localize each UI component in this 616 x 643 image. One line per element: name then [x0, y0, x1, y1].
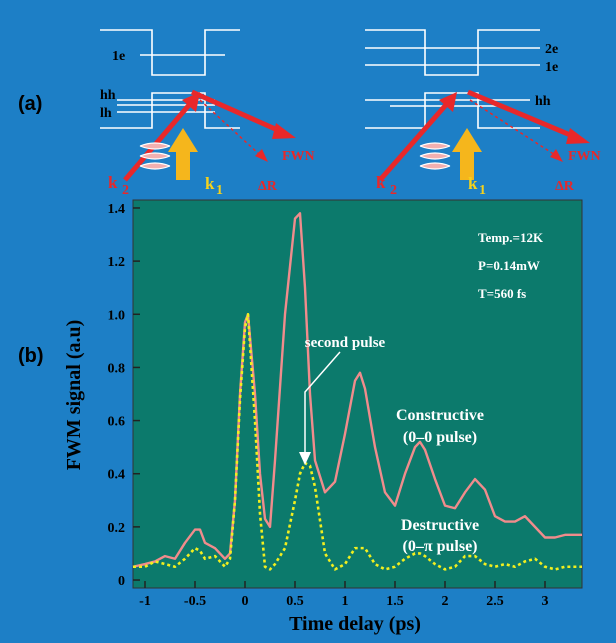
diagram-label: ΔR — [555, 179, 575, 194]
diagram-label: k — [376, 173, 386, 192]
annotation: (0–π pulse) — [403, 538, 478, 555]
diagram-label: hh — [535, 94, 551, 109]
x-tick-label: 2 — [442, 594, 449, 609]
diagram-label: ΔR — [258, 179, 278, 194]
y-tick-label: 0.8 — [108, 361, 126, 376]
x-tick-label: 1.5 — [386, 594, 404, 609]
arrow-k2 — [378, 96, 454, 182]
arrowhead — [439, 92, 457, 112]
y-tick-label: 0.6 — [108, 415, 126, 430]
panel-label: (b) — [18, 345, 44, 367]
annotation: (0–0 pulse) — [403, 429, 477, 446]
x-tick-label: -1 — [139, 594, 151, 609]
x-tick-label: 0 — [242, 594, 249, 609]
diagram-label: 1e — [545, 60, 558, 75]
plot-area — [132, 199, 583, 589]
annotation: Destructive — [401, 517, 479, 534]
y-tick-label: 0 — [118, 574, 125, 589]
annotation: Constructive — [396, 407, 484, 424]
annotation: second pulse — [305, 335, 386, 351]
diagram-label: 1 — [216, 183, 223, 198]
arrowhead — [255, 149, 268, 162]
diagram-label: hh — [100, 88, 116, 103]
arrowhead — [182, 92, 200, 112]
conduction-band — [365, 29, 540, 76]
diagram-label: FWN — [282, 149, 315, 164]
diagram-label: k — [205, 174, 215, 193]
diagram-label: 2e — [545, 42, 558, 57]
annotation: Temp.=12K — [478, 230, 544, 245]
arrowhead — [550, 149, 563, 162]
valence-band — [365, 92, 540, 129]
series-line — [133, 312, 582, 571]
x-tick-label: 0.5 — [286, 594, 304, 609]
diagram-label: 2 — [390, 183, 397, 198]
arrow-dr — [199, 99, 261, 156]
panel-label: (a) — [18, 93, 42, 115]
y-tick-label: 1.2 — [108, 255, 126, 270]
diagram-label: lh — [100, 106, 112, 121]
y-axis-label: FWM signal (a.u) — [63, 320, 85, 471]
arrowhead — [566, 128, 590, 144]
annotation-arrow — [304, 351, 341, 455]
arrow-k1 — [168, 128, 198, 180]
diagram-label: FWN — [568, 149, 601, 164]
valence-band — [100, 92, 240, 129]
diagram-label: 1 — [479, 183, 486, 198]
x-tick-label: 3 — [542, 594, 549, 609]
conduction-band — [100, 29, 240, 76]
y-tick-label: 1.0 — [108, 308, 126, 323]
pulses — [139, 142, 171, 170]
diagram-label: k — [108, 173, 118, 192]
annotation: T=560 fs — [478, 286, 526, 301]
annotation: P=0.14mW — [478, 258, 540, 273]
pulses — [419, 142, 451, 170]
series-line — [132, 212, 582, 568]
y-tick-label: 1.4 — [108, 202, 126, 217]
x-tick-label: 1 — [342, 594, 349, 609]
x-tick-label: -0.5 — [184, 594, 206, 609]
arrow-k1 — [452, 128, 482, 180]
arrow-k2 — [123, 96, 197, 182]
y-tick-label: 0.2 — [108, 521, 126, 536]
x-tick-label: 2.5 — [486, 594, 504, 609]
plot: 0 0.2 0.4 0.6 0.8 1.0 1.2 1.4 -1 -0.5 0 0.5 1 1.5 2 2.5… — [108, 202, 582, 609]
arrow-fwn — [190, 89, 284, 135]
arrow-dr — [469, 99, 556, 156]
arrow-fwn — [467, 89, 576, 140]
diagram-label: k — [468, 174, 478, 193]
diagram-label: 2 — [122, 183, 129, 198]
y-tick-label: 0.4 — [108, 468, 126, 483]
arrowhead — [299, 452, 311, 465]
diagram-left: 1e hh lh k 2 k 1 FWN ΔR — [100, 29, 315, 198]
arrowhead — [272, 123, 296, 139]
diagram-label: 1e — [112, 49, 125, 64]
diagram-right: 2e 1e hh k 2 k 1 FWN ΔR — [365, 29, 601, 198]
x-axis-label: Time delay (ps) — [289, 613, 421, 635]
